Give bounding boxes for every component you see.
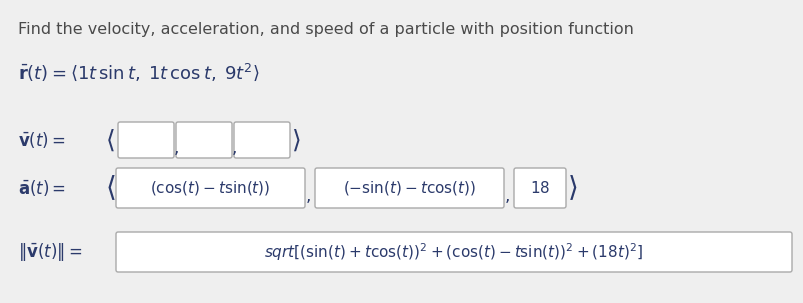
Text: $\bar{\mathbf{r}}(t) = \langle 1t\,\sin t,\;1t\,\cos t,\;9t^2\rangle$: $\bar{\mathbf{r}}(t) = \langle 1t\,\sin … <box>18 62 259 83</box>
Text: ,: , <box>306 187 311 205</box>
Text: $\rangle$: $\rangle$ <box>566 174 577 202</box>
Text: $(-\sin(t) - t\cos(t))$: $(-\sin(t) - t\cos(t))$ <box>342 179 475 197</box>
FancyBboxPatch shape <box>513 168 565 208</box>
Text: $\bar{\mathbf{v}}(t) =$: $\bar{\mathbf{v}}(t) =$ <box>18 130 66 150</box>
Text: Find the velocity, acceleration, and speed of a particle with position function: Find the velocity, acceleration, and spe… <box>18 22 633 37</box>
Text: ,: , <box>504 187 510 205</box>
Text: $\|\bar{\mathbf{v}}(t)\| =$: $\|\bar{\mathbf{v}}(t)\| =$ <box>18 241 82 263</box>
Text: $\bar{\mathbf{a}}(t) =$: $\bar{\mathbf{a}}(t) =$ <box>18 178 66 198</box>
FancyBboxPatch shape <box>234 122 290 158</box>
Text: $\rangle$: $\rangle$ <box>291 127 300 153</box>
Text: $(\cos(t) - t\sin(t))$: $(\cos(t) - t\sin(t))$ <box>150 179 271 197</box>
Text: ,: , <box>173 139 179 157</box>
Text: $18$: $18$ <box>529 180 549 196</box>
FancyBboxPatch shape <box>116 168 304 208</box>
Text: $\langle$: $\langle$ <box>105 127 115 153</box>
Text: $\mathit{sqrt}[(\sin(t) + t\cos(t))^2 + (\cos(t) - t\sin(t))^2 + (18t)^2]$: $\mathit{sqrt}[(\sin(t) + t\cos(t))^2 + … <box>264 241 642 263</box>
FancyBboxPatch shape <box>176 122 232 158</box>
FancyBboxPatch shape <box>118 122 173 158</box>
FancyBboxPatch shape <box>116 232 791 272</box>
Text: $\langle$: $\langle$ <box>105 174 116 202</box>
Text: ,: , <box>232 139 237 157</box>
FancyBboxPatch shape <box>315 168 503 208</box>
